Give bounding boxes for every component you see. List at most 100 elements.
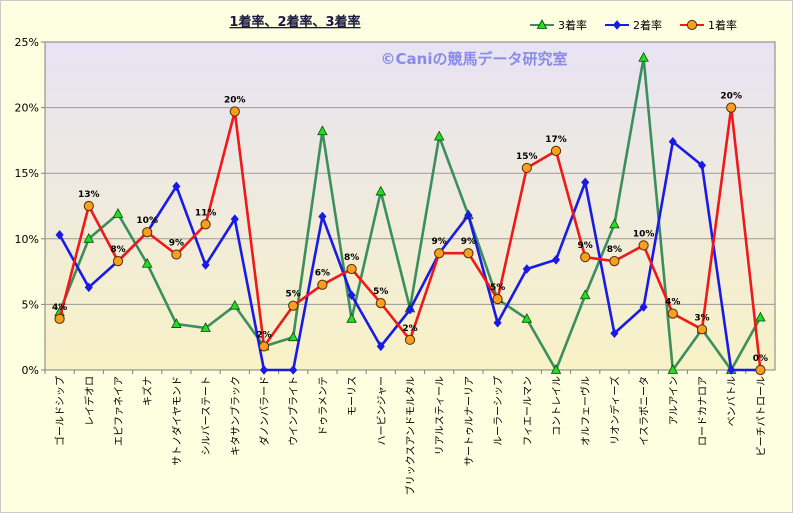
legend-item: 3着率 (530, 18, 587, 32)
data-label: 9% (432, 237, 447, 247)
data-point (550, 364, 562, 374)
data-point (288, 300, 299, 311)
data-point (405, 304, 415, 315)
y-tick-label: 15% (15, 167, 39, 180)
x-category-label: エピファネイア (113, 376, 125, 446)
data-point (697, 160, 707, 171)
x-category-label: アルアイン (669, 376, 680, 425)
data-point (317, 125, 328, 136)
data-point (463, 248, 474, 259)
data-point (610, 328, 619, 339)
data-label: 9% (578, 241, 593, 251)
data-point (609, 256, 620, 267)
data-point (141, 257, 153, 268)
x-category-label: ロードカナロア (697, 376, 709, 446)
data-point (755, 364, 766, 376)
data-point (112, 256, 124, 267)
data-label: 20% (224, 96, 246, 106)
y-axis: 0% 5% 10% 15% 20% 25% (15, 36, 45, 377)
data-label: 9% (169, 239, 184, 249)
x-category-label: リオンディーズ (608, 376, 621, 445)
series (54, 102, 766, 376)
x-category-label: キタサンブラック (229, 376, 242, 456)
data-point (581, 177, 590, 188)
data-point (375, 297, 386, 309)
data-point (259, 365, 269, 375)
data-point (112, 208, 124, 218)
data-point (536, 19, 548, 29)
x-category-label: ルーラーシップ (493, 376, 505, 446)
data-point (317, 279, 328, 290)
y-tick-label: 0% (22, 364, 39, 377)
legend-item: 2着率 (605, 18, 662, 32)
data-label: 3% (694, 313, 709, 323)
series-layer (54, 51, 766, 376)
data-point (521, 162, 532, 174)
y-tick-label: 25% (15, 36, 39, 49)
data-point (612, 20, 622, 30)
data-point (346, 263, 357, 275)
data-point (171, 318, 182, 328)
legend: 3着率 2着率 1着率 (530, 18, 737, 32)
x-category-label: シルバーステート (201, 376, 213, 456)
data-point (289, 365, 298, 375)
data-point (551, 255, 561, 265)
data-point (346, 312, 357, 323)
y-tick-label: 10% (15, 233, 39, 246)
plot-area (44, 41, 776, 371)
data-point (727, 365, 736, 375)
legend-label: 1着率 (708, 18, 737, 32)
legend-label: 3着率 (558, 18, 587, 32)
data-label: 8% (110, 245, 125, 255)
data-label: 6% (315, 269, 330, 279)
x-axis: ゴールドシップ レイデオロ エピファネイア キズナ サトノダイヤモンド シルバーステート キ… (44, 370, 767, 495)
y-tick-label: 20% (15, 102, 39, 115)
data-point (347, 290, 356, 300)
data-point (686, 19, 698, 31)
data-point (668, 136, 677, 147)
x-category-label: ビーチパトロール (755, 376, 767, 456)
data-point (201, 260, 210, 270)
data-label: 15% (516, 152, 538, 162)
data-point (609, 218, 620, 229)
x-category-label: サトノダイヤモンド (170, 376, 183, 466)
data-point (639, 302, 648, 312)
data-point (200, 322, 211, 332)
x-category-label: キズナ (141, 376, 154, 406)
x-category-label: ハービンジャー (376, 376, 388, 446)
data-point (464, 210, 473, 220)
data-point (200, 219, 211, 230)
data-label: 5% (490, 283, 505, 293)
data-point (230, 214, 239, 224)
x-category-label: ブリックスアンドモルタル (404, 376, 417, 495)
data-point (229, 106, 240, 117)
data-point (376, 341, 385, 352)
data-point (55, 230, 64, 240)
x-category-label: ダノンバラード (258, 376, 271, 446)
data-point (171, 249, 182, 260)
watermark-text: ©Caniの競馬データ研究室 (381, 50, 568, 68)
data-label: 17% (545, 135, 567, 145)
data-point (172, 181, 181, 192)
data-point (83, 200, 94, 212)
y-tick-label: 5% (22, 298, 39, 311)
x-category-label: ドゥラメンテ (317, 376, 329, 436)
data-point (580, 252, 591, 263)
data-point (258, 341, 270, 352)
data-label: 11% (195, 208, 217, 218)
data-point (755, 311, 766, 322)
data-point (521, 312, 533, 323)
data-label: 2% (402, 324, 417, 334)
x-category-label: コントレイル (552, 376, 563, 436)
data-label: 8% (344, 253, 359, 263)
x-category-label: サートゥルナーリア (463, 376, 475, 466)
data-labels: 4% 13% 8% 10% 9% 11% 20% 2% 5% 6% 8% 5% 2% 9% 9% 5% 15% 1… (52, 92, 768, 364)
data-label: 13% (78, 190, 100, 200)
x-category-label: フィエールマン (523, 376, 534, 446)
data-point (550, 145, 562, 156)
data-point (142, 227, 153, 238)
data-point (375, 185, 387, 196)
data-point (404, 334, 416, 345)
data-point (434, 248, 445, 259)
